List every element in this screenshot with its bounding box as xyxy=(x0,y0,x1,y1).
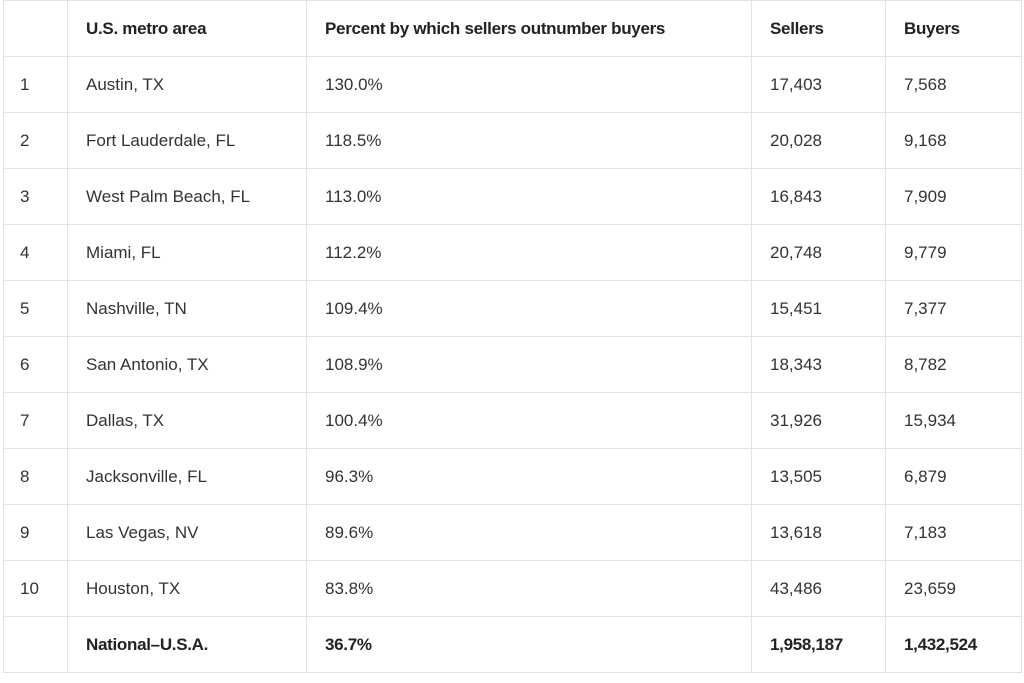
table-cell: 9,779 xyxy=(885,224,1022,281)
total-row: National–U.S.A. 36.7% 1,958,187 1,432,524 xyxy=(3,616,1022,673)
table-cell: 13,618 xyxy=(751,504,886,561)
table-cell: 9,168 xyxy=(885,112,1022,169)
table-row: 9 Las Vegas, NV 89.6% 13,618 7,183 xyxy=(3,504,1022,561)
table-cell: Las Vegas, NV xyxy=(67,504,307,561)
rank-cell: 4 xyxy=(3,224,68,281)
rank-cell: 10 xyxy=(3,560,68,617)
rank-cell: 1 xyxy=(3,56,68,113)
table-row: 3 West Palm Beach, FL 113.0% 16,843 7,909 xyxy=(3,168,1022,225)
table-cell: Houston, TX xyxy=(67,560,307,617)
table-cell: Dallas, TX xyxy=(67,392,307,449)
total-cell: National–U.S.A. xyxy=(67,616,307,673)
rank-cell: 9 xyxy=(3,504,68,561)
table-cell: West Palm Beach, FL xyxy=(67,168,307,225)
table-cell: Austin, TX xyxy=(67,56,307,113)
total-cell: 36.7% xyxy=(306,616,752,673)
table-cell: 20,028 xyxy=(751,112,886,169)
table-cell: 17,403 xyxy=(751,56,886,113)
table-cell: 96.3% xyxy=(306,448,752,505)
table-row: 8 Jacksonville, FL 96.3% 13,505 6,879 xyxy=(3,448,1022,505)
rank-cell: 2 xyxy=(3,112,68,169)
table-cell: 100.4% xyxy=(306,392,752,449)
data-table: U.S. metro area Percent by which sellers … xyxy=(3,0,1022,673)
table-row: 7 Dallas, TX 100.4% 31,926 15,934 xyxy=(3,392,1022,449)
table-row: 6 San Antonio, TX 108.9% 18,343 8,782 xyxy=(3,336,1022,393)
table-cell: 23,659 xyxy=(885,560,1022,617)
table-cell: 20,748 xyxy=(751,224,886,281)
table-cell: 7,377 xyxy=(885,280,1022,337)
table-cell: 7,909 xyxy=(885,168,1022,225)
table-row: 1 Austin, TX 130.0% 17,403 7,568 xyxy=(3,56,1022,113)
table-cell: 15,451 xyxy=(751,280,886,337)
table-cell: 83.8% xyxy=(306,560,752,617)
table-cell: 13,505 xyxy=(751,448,886,505)
table-cell: 43,486 xyxy=(751,560,886,617)
table-cell: 18,343 xyxy=(751,336,886,393)
table-wrapper: U.S. metro area Percent by which sellers … xyxy=(3,0,1022,673)
table-cell: 7,183 xyxy=(885,504,1022,561)
table-cell: 6,879 xyxy=(885,448,1022,505)
empty-cell xyxy=(3,0,68,57)
column-header: Buyers xyxy=(885,0,1022,57)
rank-cell: 8 xyxy=(3,448,68,505)
table-cell: 16,843 xyxy=(751,168,886,225)
column-header: U.S. metro area xyxy=(67,0,307,57)
rank-cell: 5 xyxy=(3,280,68,337)
table-row: 2 Fort Lauderdale, FL 118.5% 20,028 9,168 xyxy=(3,112,1022,169)
total-cell: 1,958,187 xyxy=(751,616,886,673)
table-cell: 108.9% xyxy=(306,336,752,393)
table-row: 4 Miami, FL 112.2% 20,748 9,779 xyxy=(3,224,1022,281)
rank-cell: 3 xyxy=(3,168,68,225)
table-cell: Nashville, TN xyxy=(67,280,307,337)
table-cell: 15,934 xyxy=(885,392,1022,449)
header-row: U.S. metro area Percent by which sellers … xyxy=(3,0,1022,57)
table-cell: 118.5% xyxy=(306,112,752,169)
empty-cell xyxy=(3,616,68,673)
column-header: Sellers xyxy=(751,0,886,57)
table-cell: 112.2% xyxy=(306,224,752,281)
table-cell: Jacksonville, FL xyxy=(67,448,307,505)
table-cell: 130.0% xyxy=(306,56,752,113)
table-cell: 89.6% xyxy=(306,504,752,561)
table-cell: 109.4% xyxy=(306,280,752,337)
table-row: 10 Houston, TX 83.8% 43,486 23,659 xyxy=(3,560,1022,617)
table-cell: Miami, FL xyxy=(67,224,307,281)
column-header: Percent by which sellers outnumber buyer… xyxy=(306,0,752,57)
rank-cell: 6 xyxy=(3,336,68,393)
table-cell: Fort Lauderdale, FL xyxy=(67,112,307,169)
table-cell: San Antonio, TX xyxy=(67,336,307,393)
total-cell: 1,432,524 xyxy=(885,616,1022,673)
table-row: 5 Nashville, TN 109.4% 15,451 7,377 xyxy=(3,280,1022,337)
table-cell: 7,568 xyxy=(885,56,1022,113)
table-cell: 31,926 xyxy=(751,392,886,449)
table-cell: 8,782 xyxy=(885,336,1022,393)
table-cell: 113.0% xyxy=(306,168,752,225)
rank-cell: 7 xyxy=(3,392,68,449)
